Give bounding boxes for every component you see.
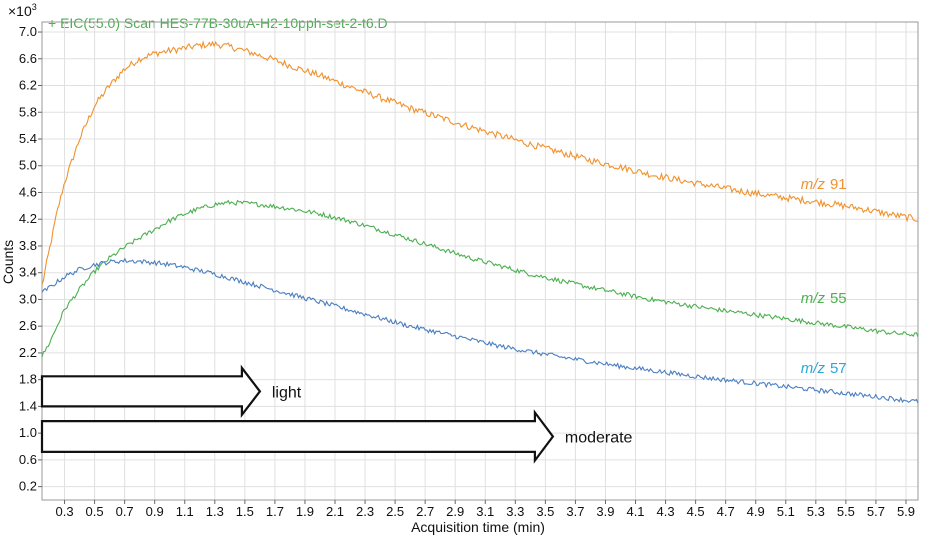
series-label-number: 91: [830, 176, 847, 193]
x-tick-label: 4.5: [687, 504, 705, 519]
x-tick-label: 3.5: [536, 504, 554, 519]
y-tick-label: 5.4: [19, 131, 37, 146]
arrow-label-moderate: moderate: [565, 429, 633, 446]
series-label: m/z 91: [801, 176, 847, 193]
x-tick-label: 5.3: [807, 504, 825, 519]
y-tick-label: 6.6: [19, 51, 37, 66]
y-tick-label: 1.4: [19, 398, 37, 413]
x-tick-label: 4.1: [626, 504, 644, 519]
x-axis-label: Acquisition time (min): [411, 519, 545, 535]
y-tick-label: 2.6: [19, 318, 37, 333]
series-line-m-z-57: [41, 257, 919, 404]
series-label-mz: m/z: [801, 290, 826, 307]
y-tick-label: 1.8: [19, 372, 37, 387]
x-tick-label: 3.7: [566, 504, 584, 519]
x-tick-label: 3.3: [506, 504, 524, 519]
y-multiplier-label: ×103: [8, 2, 37, 19]
series-labels: m/z 91m/z 55m/z 57: [801, 176, 847, 377]
x-tick-label: 2.9: [446, 504, 464, 519]
series-line-m-z-55: [41, 199, 919, 358]
x-tick-label: 1.3: [206, 504, 224, 519]
y-axis-ticks: 0.2 0.6 1.0 1.4 1.8 2.2 2.6 3.0 3.4 3.8 4.2 4.6 5.0 5…: [19, 24, 42, 494]
y-tick-label: 5.0: [19, 158, 37, 173]
series-label: m/z 55: [801, 290, 847, 307]
y-tick-label: 4.6: [19, 184, 37, 199]
annotations: light moderate: [40, 364, 633, 464]
x-tick-label: 0.7: [116, 504, 134, 519]
y-axis-label: Counts: [0, 240, 16, 284]
x-tick-label: 1.5: [236, 504, 254, 519]
x-tick-label: 4.9: [747, 504, 765, 519]
x-tick-label: 1.1: [176, 504, 194, 519]
y-tick-label: 0.6: [19, 452, 37, 467]
y-tick-label: 3.0: [19, 291, 37, 306]
x-tick-label: 2.7: [416, 504, 434, 519]
x-tick-label: 0.3: [55, 504, 73, 519]
x-tick-label: 2.5: [386, 504, 404, 519]
x-tick-label: 1.7: [266, 504, 284, 519]
series-label-number: 57: [830, 360, 847, 377]
x-tick-label: 2.3: [356, 504, 374, 519]
y-tick-label: 0.2: [19, 479, 37, 494]
arrow-moderate: [40, 409, 555, 464]
x-tick-label: 4.3: [657, 504, 675, 519]
plot-frame: [41, 21, 919, 501]
x-tick-label: 3.9: [596, 504, 614, 519]
y-tick-label: 7.0: [19, 24, 37, 39]
y-tick-label: 2.2: [19, 345, 37, 360]
series-label-mz: m/z: [801, 360, 826, 377]
series-line-m-z-91: [41, 40, 918, 286]
x-tick-label: 2.1: [326, 504, 344, 519]
x-tick-label: 0.9: [146, 504, 164, 519]
y-tick-label: 3.4: [19, 265, 37, 280]
chart-title: + EIC(55.0) Scan HES-77B-30uA-H2-10pph-s…: [48, 15, 388, 31]
y-tick-label: 4.2: [19, 211, 37, 226]
x-tick-label: 0.5: [86, 504, 104, 519]
series-label-mz: m/z: [801, 176, 826, 193]
y-tick-label: 1.0: [19, 425, 37, 440]
series-label: m/z 57: [801, 360, 847, 377]
x-tick-label: 1.9: [296, 504, 314, 519]
y-tick-label: 3.8: [19, 238, 37, 253]
x-tick-label: 4.7: [717, 504, 735, 519]
arrow-light: [40, 364, 262, 419]
series-label-number: 55: [830, 290, 847, 307]
y-tick-label: 5.8: [19, 104, 37, 119]
arrow-label-light: light: [272, 384, 302, 401]
series-lines: [41, 40, 919, 404]
x-tick-label: 5.7: [867, 504, 885, 519]
x-axis-ticks: 0.3 0.5 0.7 0.9 1.1 1.3 1.5 1.7 1.9 2.1 2.3 2.5 2.7 2…: [55, 500, 915, 519]
x-tick-label: 5.5: [837, 504, 855, 519]
x-tick-label: 5.1: [777, 504, 795, 519]
x-tick-label: 5.9: [897, 504, 915, 519]
y-tick-label: 6.2: [19, 78, 37, 93]
x-tick-label: 3.1: [476, 504, 494, 519]
